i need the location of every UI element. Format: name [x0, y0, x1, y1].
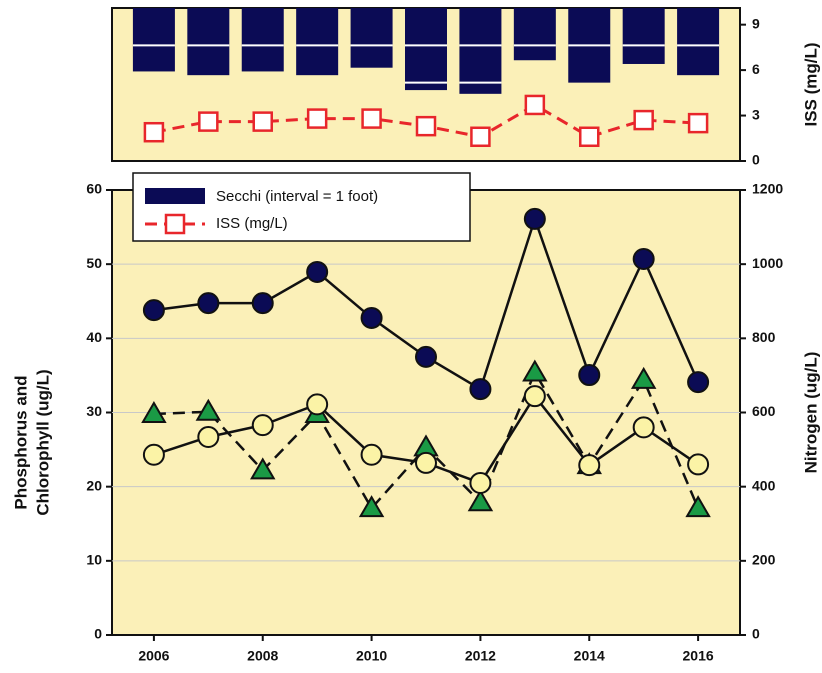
marker — [632, 416, 655, 439]
marker — [578, 454, 601, 477]
iss-marker — [415, 115, 437, 137]
iss-marker — [687, 112, 709, 134]
marker — [142, 443, 165, 466]
marker — [578, 364, 601, 387]
y-tick-label: 10 — [86, 552, 102, 568]
secchi-bar — [350, 8, 393, 68]
marker — [523, 385, 546, 408]
secchi-bar — [513, 8, 556, 61]
secchi-bar — [241, 8, 284, 72]
y-axis-label: Phosphorus and — [11, 375, 30, 509]
marker — [522, 359, 548, 382]
y-tick-label: 20 — [86, 477, 102, 493]
marker — [415, 451, 437, 474]
legend-box — [132, 172, 471, 242]
marker — [358, 495, 385, 518]
iss-marker — [524, 94, 546, 116]
x-tick-label: 2016 — [683, 648, 714, 664]
secchi-bar — [677, 8, 720, 76]
secchi-bar — [132, 8, 175, 72]
marker — [467, 489, 494, 512]
marker — [251, 414, 274, 437]
legend: Secchi (interval = 1 foot) ISS (mg/L) — [132, 172, 471, 242]
y2-tick-label: 0 — [752, 626, 760, 642]
iss-marker — [470, 126, 491, 148]
iss-marker — [633, 109, 654, 131]
marker — [630, 366, 657, 389]
marker — [141, 400, 167, 423]
iss-marker — [579, 126, 600, 148]
marker — [523, 207, 546, 230]
marker — [469, 378, 492, 401]
marker — [142, 299, 165, 322]
marker — [360, 306, 383, 329]
secchi-bar — [296, 8, 339, 76]
marker — [632, 247, 655, 270]
y-tick-label: 0 — [94, 626, 102, 642]
secchi-bar — [405, 8, 447, 91]
marker — [685, 495, 711, 518]
marker — [306, 393, 329, 416]
iss-marker — [361, 108, 382, 129]
legend-swatch — [145, 188, 205, 204]
marker — [360, 443, 383, 466]
marker — [687, 453, 710, 476]
y2-tick-label: 1200 — [752, 181, 783, 197]
secchi-bar — [459, 8, 502, 94]
y2-axis-label: ISS (mg/L) — [801, 42, 820, 126]
y-axis-label: Chlorophyll (ug/L) — [33, 369, 52, 515]
marker — [250, 457, 276, 480]
marker — [197, 292, 220, 315]
marker — [306, 260, 329, 283]
marker — [197, 425, 220, 448]
x-tick-label: 2014 — [574, 648, 605, 664]
marker — [251, 292, 274, 315]
x-tick-label: 2012 — [465, 648, 496, 664]
secchi-bar — [187, 8, 230, 76]
legend-swatch — [164, 213, 186, 235]
legend-label: Secchi (interval = 1 foot) — [216, 188, 378, 205]
marker — [469, 471, 492, 494]
x-tick-label: 2008 — [247, 648, 278, 664]
x-tick-label: 2006 — [138, 648, 169, 664]
y2-axis-label: Nitrogen (ug/L) — [801, 352, 820, 474]
legend-label: ISS (mg/L) — [216, 215, 288, 232]
iss-marker — [306, 108, 328, 129]
y2-tick-label: 600 — [752, 403, 776, 419]
secchi-bar — [622, 8, 665, 64]
y-tick-label: 50 — [86, 255, 102, 271]
marker — [687, 371, 710, 394]
y-tick-label: 30 — [86, 403, 102, 419]
y-tick-label: 40 — [86, 329, 102, 345]
y-tick-label: 60 — [86, 181, 102, 197]
iss-marker — [252, 111, 273, 132]
marker — [195, 398, 222, 421]
iss-marker — [198, 111, 219, 132]
y2-tick-label: 400 — [752, 477, 776, 493]
y2-tick-label: 6 — [752, 61, 760, 77]
marker — [415, 345, 437, 368]
y2-tick-label: 3 — [752, 106, 760, 122]
y2-tick-label: 0 — [752, 152, 760, 168]
y2-tick-label: 9 — [752, 15, 760, 31]
y2-tick-label: 200 — [752, 552, 776, 568]
y2-tick-label: 1000 — [752, 255, 783, 271]
iss-marker — [143, 121, 165, 143]
x-tick-label: 2010 — [356, 648, 387, 664]
y2-tick-label: 800 — [752, 329, 776, 345]
